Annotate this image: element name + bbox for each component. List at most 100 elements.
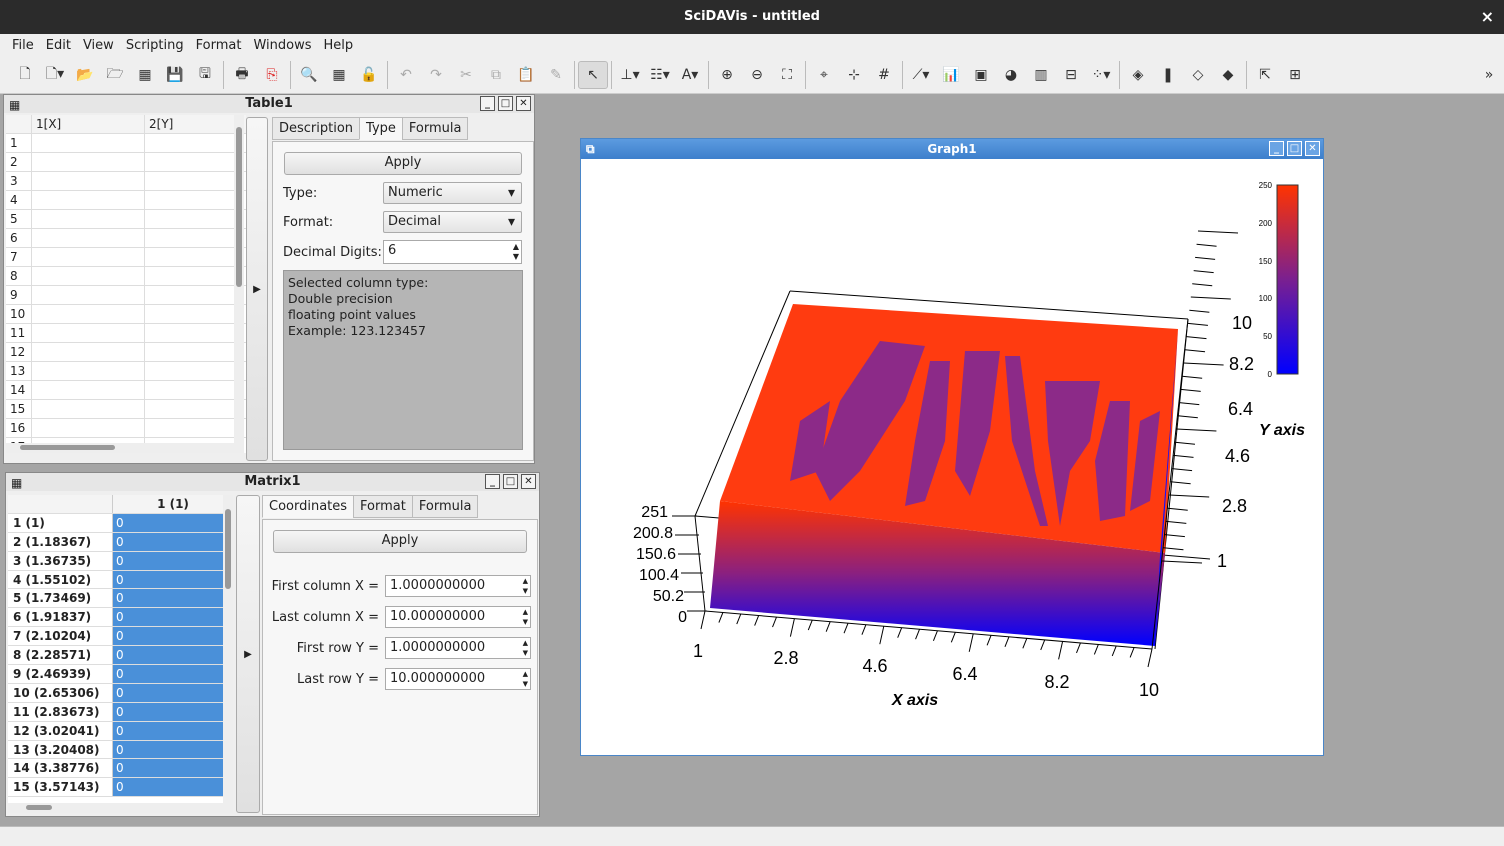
table-cell[interactable] — [31, 286, 144, 304]
table-row[interactable]: 14 — [6, 381, 246, 400]
row-header[interactable]: 6 — [6, 229, 31, 247]
table-cell[interactable] — [31, 210, 144, 228]
table-row[interactable]: 2 — [6, 153, 246, 172]
row-header[interactable]: 14 — [6, 381, 31, 399]
matrix-cell[interactable]: 0 — [112, 608, 233, 627]
row-header[interactable]: 11 — [6, 324, 31, 342]
row-header[interactable]: 2 (1.18367) — [8, 532, 112, 551]
spin-arrows-icon[interactable]: ▲ ▼ — [522, 576, 528, 596]
3d-hidden-icon[interactable]: ◆ — [1222, 66, 1234, 83]
close-app-button[interactable]: × — [1480, 7, 1494, 26]
row-header[interactable]: 6 (1.91837) — [8, 608, 112, 627]
matrix-cell[interactable]: 0 — [112, 702, 233, 721]
table-cell[interactable] — [144, 419, 234, 437]
spin-arrows-icon[interactable]: ▲ ▼ — [522, 607, 528, 627]
matrix-row[interactable]: 15 (3.57143) 0 — [8, 778, 233, 798]
spin-arrows-icon[interactable]: ▲ ▼ — [522, 669, 528, 689]
matrix-cell[interactable]: 0 — [112, 740, 233, 759]
table-row[interactable]: 11 — [6, 324, 246, 343]
matrix-cell[interactable]: 0 — [112, 683, 233, 702]
table-row[interactable]: 10 — [6, 305, 246, 324]
table-row[interactable]: 12 — [6, 343, 246, 362]
pointer-icon[interactable]: ↖ — [578, 60, 608, 89]
matrix-row[interactable]: 1 (1) 0 — [8, 513, 233, 533]
table-cell[interactable] — [31, 362, 144, 380]
minimize-icon[interactable]: _ — [1269, 141, 1284, 156]
minimize-icon[interactable]: _ — [485, 474, 500, 489]
table-cell[interactable] — [31, 134, 144, 152]
matrix1-titlebar[interactable]: ▦ Matrix1 _ □ ✕ — [6, 473, 539, 491]
table-cell[interactable] — [144, 172, 234, 190]
table-cell[interactable] — [144, 153, 234, 171]
matrix-cell[interactable]: 0 — [112, 570, 233, 589]
undo-icon[interactable]: ↶ — [400, 66, 412, 83]
print-icon[interactable]: 🖶 — [235, 65, 249, 82]
matrix-row[interactable]: 12 (3.02041) 0 — [8, 721, 233, 741]
redo-icon[interactable]: ↷ — [430, 66, 442, 83]
table-cell[interactable] — [144, 381, 234, 399]
matrix-row[interactable]: 7 (2.10204) 0 — [8, 627, 233, 647]
3d-plot-icon[interactable]: ⊟ — [1065, 66, 1077, 83]
table-cell[interactable] — [31, 343, 144, 361]
row-header[interactable]: 15 (3.57143) — [8, 778, 112, 797]
3d-surface-icon[interactable]: ◈ — [1132, 66, 1144, 83]
tab-formula[interactable]: Formula — [401, 117, 469, 140]
decimal-digits-spinbox[interactable]: 6 ▲ ▼ — [383, 240, 522, 264]
new-project-icon[interactable]: 🗋 — [19, 65, 31, 82]
table-cell[interactable] — [31, 419, 144, 437]
table-row[interactable]: 8 — [6, 267, 246, 286]
row-header[interactable]: 14 (3.38776) — [8, 759, 112, 778]
text-icon[interactable]: A▾ — [681, 66, 699, 83]
table-row[interactable]: 6 — [6, 229, 246, 248]
data-reader-icon[interactable]: ⌖ — [820, 66, 828, 83]
row-header[interactable]: 9 — [6, 286, 31, 304]
table-cell[interactable] — [144, 191, 234, 209]
table-cell[interactable] — [31, 229, 144, 247]
matrix-row[interactable]: 6 (1.91837) 0 — [8, 608, 233, 628]
close-icon[interactable]: ✕ — [521, 474, 536, 489]
vertical-scrollbar[interactable] — [223, 495, 233, 813]
grid-icon[interactable]: ☷▾ — [650, 66, 670, 83]
table-cell[interactable] — [144, 305, 234, 323]
table-cell[interactable] — [31, 381, 144, 399]
paste-icon[interactable]: 📋 — [517, 66, 535, 83]
3d-wire-icon[interactable]: ◇ — [1192, 66, 1204, 83]
row-header[interactable]: 12 (3.02041) — [8, 721, 112, 740]
table-cell[interactable] — [31, 305, 144, 323]
tab-type[interactable]: Type — [359, 117, 403, 140]
zoom-in-icon[interactable]: ⊕ — [721, 66, 733, 83]
table-row[interactable]: 5 — [6, 210, 246, 229]
type-select[interactable]: Numeric — [383, 182, 522, 204]
save-icon[interactable]: 💾 — [166, 66, 184, 83]
cut-icon[interactable]: ✂ — [460, 66, 472, 83]
open-icon[interactable]: 📂 — [76, 66, 94, 83]
matrix-row[interactable]: 3 (1.36735) 0 — [8, 551, 233, 571]
export-pdf-icon[interactable]: ⎘ — [266, 66, 278, 83]
close-icon[interactable]: ✕ — [1305, 141, 1320, 156]
axes-icon[interactable]: ⊥▾ — [620, 66, 640, 83]
matrix-cell[interactable]: 0 — [112, 778, 233, 797]
import-ascii-icon[interactable]: ▦ — [138, 66, 152, 83]
tab-format[interactable]: Format — [353, 495, 413, 518]
row-header[interactable]: 16 — [6, 419, 31, 437]
table-cell[interactable] — [144, 324, 234, 342]
matrix-row[interactable]: 9 (2.46939) 0 — [8, 665, 233, 684]
matrix-cell[interactable]: 0 — [112, 551, 233, 570]
coord-spinbox[interactable]: 1.0000000000 ▲ ▼ — [385, 637, 531, 659]
row-header[interactable]: 5 (1.73469) — [8, 589, 112, 608]
tab-description[interactable]: Description — [272, 117, 361, 140]
lock-icon[interactable]: 🔓 — [360, 66, 378, 83]
table-cell[interactable] — [144, 248, 234, 266]
save-template-icon[interactable]: 🖫 — [199, 65, 211, 82]
expand-panel-button[interactable]: ▶ — [246, 117, 268, 461]
table-row[interactable]: 9 — [6, 286, 246, 305]
table-cell[interactable] — [144, 400, 234, 418]
column-header-y[interactable]: 2[Y] — [144, 115, 234, 133]
row-header[interactable]: 7 — [6, 248, 31, 266]
row-header[interactable]: 1 — [6, 134, 31, 152]
table-row[interactable]: 7 — [6, 248, 246, 267]
table-cell[interactable] — [31, 153, 144, 171]
row-header[interactable]: 3 (1.36735) — [8, 551, 112, 570]
row-header[interactable]: 10 — [6, 305, 31, 323]
horizontal-scrollbar[interactable] — [6, 443, 234, 453]
